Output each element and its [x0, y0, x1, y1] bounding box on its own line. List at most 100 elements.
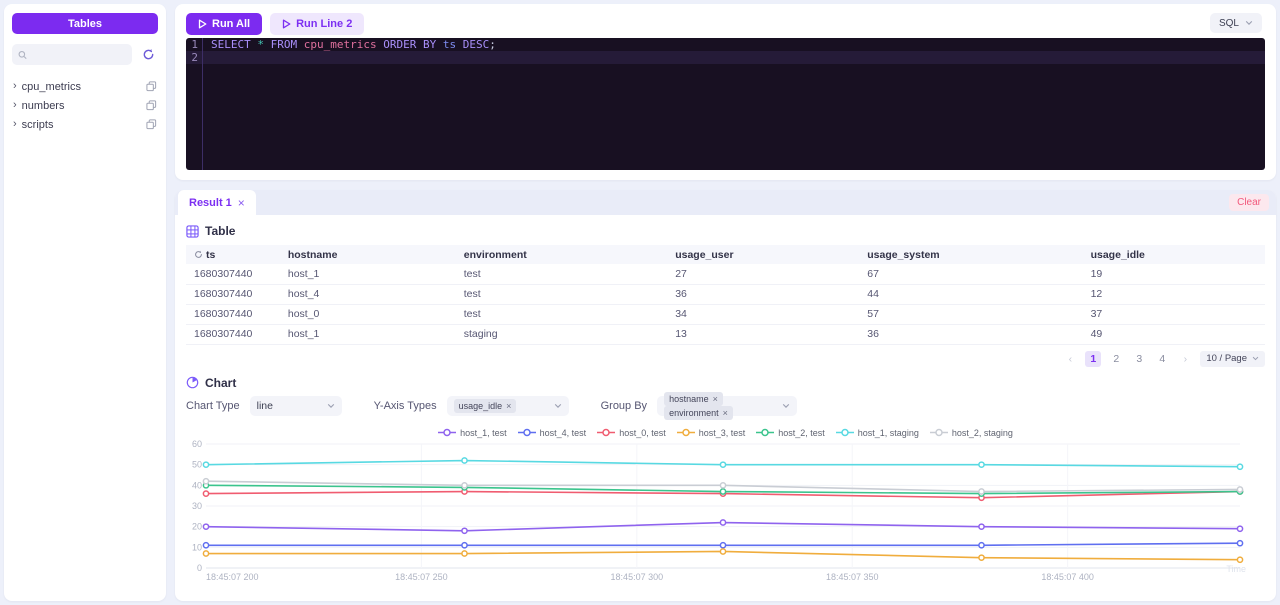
legend-label: host_1, test: [460, 427, 507, 438]
page-button-1[interactable]: 1: [1085, 350, 1102, 367]
tag-remove-icon[interactable]: ×: [712, 393, 718, 404]
table-cell: test: [455, 304, 668, 325]
y-axis-types-select[interactable]: usage_idle ×: [446, 395, 569, 416]
svg-text:20: 20: [192, 521, 202, 531]
chart-type-select[interactable]: line: [249, 395, 342, 416]
table-cell: test: [455, 264, 668, 285]
chevron-right-icon: ›: [13, 99, 17, 111]
table-cell: 12: [1082, 284, 1265, 305]
table-name-label: scripts: [21, 118, 54, 131]
page-prev-button[interactable]: ‹: [1068, 352, 1073, 365]
sidebar-item-cpu_metrics[interactable]: › cpu_metrics: [4, 77, 166, 96]
line-number: 2: [191, 51, 198, 64]
legend-item[interactable]: host_4, test: [517, 427, 587, 438]
legend-marker-icon: [676, 428, 695, 437]
code-text: SELECT * FROM cpu_metrics ORDER BY ts DE…: [202, 38, 1265, 51]
table-cell: 36: [667, 284, 860, 305]
sort-refresh-icon[interactable]: [194, 250, 203, 259]
legend-item[interactable]: host_1, staging: [835, 427, 919, 438]
table-cell: 67: [859, 264, 1083, 285]
page-next-button[interactable]: ›: [1183, 352, 1188, 365]
table-cell: 19: [1082, 264, 1265, 285]
sidebar-item-numbers[interactable]: › numbers: [4, 96, 166, 115]
legend-item[interactable]: host_3, test: [676, 428, 745, 438]
svg-text:18:45:07 300: 18:45:07 300: [611, 572, 664, 582]
table-row: 1680307440 host_1 test 27 67 19: [186, 264, 1265, 285]
page-size-value: 10 / Page: [1206, 353, 1247, 364]
refresh-tables-button[interactable]: [138, 45, 158, 65]
group-by-label: Group By: [600, 399, 648, 412]
table-cell: host_1: [279, 324, 456, 345]
editor-line: 2: [186, 51, 1265, 64]
table-cell: 1680307440: [186, 264, 280, 285]
column-header-ts: ts: [186, 245, 280, 264]
table-cell: staging: [455, 324, 668, 345]
svg-text:18:45:07 350: 18:45:07 350: [826, 572, 879, 582]
page-size-select[interactable]: 10 / Page: [1200, 350, 1265, 367]
run-all-button[interactable]: Run All: [186, 13, 263, 35]
language-select-value: SQL: [1218, 17, 1239, 29]
sidebar: Tables › cpu_metrics › numbers › scripts: [4, 4, 166, 601]
page-button-4[interactable]: 4: [1159, 352, 1166, 365]
page-button-3[interactable]: 3: [1136, 352, 1143, 365]
chevron-down-icon: [327, 403, 334, 408]
pie-chart-icon: [186, 376, 199, 389]
legend-label: host_1, staging: [857, 427, 919, 438]
tab-result-1-label: Result 1: [189, 196, 232, 209]
query-toolbar: Run All Run Line 2 SQL: [175, 4, 1276, 35]
table-cell: 1680307440: [186, 324, 280, 345]
run-line-button[interactable]: Run Line 2: [270, 13, 365, 35]
chart-type-value: line: [256, 399, 273, 412]
language-select[interactable]: SQL: [1209, 13, 1262, 33]
svg-text:18:45:07 250: 18:45:07 250: [395, 572, 448, 582]
copy-icon[interactable]: [146, 100, 157, 111]
page-button-2[interactable]: 2: [1113, 352, 1120, 365]
copy-icon[interactable]: [146, 81, 157, 92]
result-table: ts hostname environment usage_user usage_sys…: [186, 245, 1265, 345]
svg-text:18:45:07 200: 18:45:07 200: [206, 572, 259, 582]
refresh-icon: [143, 49, 153, 60]
result-panel: Result 1 × Clear Table ts hostname environ…: [175, 190, 1276, 601]
table-row: 1680307440 host_4 test 36 44 12: [186, 284, 1265, 305]
sidebar-item-scripts[interactable]: › scripts: [4, 115, 166, 134]
legend-item[interactable]: host_0, test: [597, 428, 666, 438]
chart-legend: host_1, test host_4, test host_0, test host…: [186, 428, 1265, 438]
column-header-label: environment: [463, 248, 527, 261]
legend-item[interactable]: host_2, staging: [929, 428, 1013, 438]
svg-text:0: 0: [197, 563, 202, 573]
tag-remove-icon[interactable]: ×: [506, 400, 512, 411]
chart-section-title: Chart: [205, 375, 237, 390]
clear-button[interactable]: Clear: [1229, 194, 1269, 211]
group-by-select[interactable]: hostname × environment ×: [657, 391, 798, 420]
run-line-label: Run Line 2: [296, 18, 353, 30]
copy-icon[interactable]: [146, 119, 157, 130]
table-cell: 36: [859, 324, 1083, 345]
svg-text:18:45:07 400: 18:45:07 400: [1041, 572, 1094, 582]
table-cell: 34: [667, 304, 860, 325]
legend-item[interactable]: host_1, test: [438, 428, 507, 438]
column-header-environment: environment: [455, 245, 668, 264]
legend-marker-icon: [438, 428, 457, 437]
table-name-label: cpu_metrics: [21, 80, 81, 93]
svg-text:Time: Time: [1226, 564, 1246, 574]
code-text: [202, 51, 1265, 64]
table-name-label: numbers: [21, 99, 65, 112]
result-table-body: 1680307440 host_1 test 27 67 19 1680307440 host…: [186, 264, 1265, 345]
table-icon: [186, 224, 199, 238]
legend-item[interactable]: host_2, test: [756, 428, 825, 438]
tab-result-1[interactable]: Result 1 ×: [178, 190, 256, 215]
table-search-box[interactable]: [12, 44, 132, 65]
table-search-input[interactable]: [27, 49, 126, 60]
table-cell: 1680307440: [186, 304, 280, 325]
legend-marker-icon: [835, 428, 854, 437]
tag-remove-icon[interactable]: ×: [722, 407, 728, 418]
tables-button[interactable]: Tables: [12, 13, 158, 34]
table-section-header: Table: [186, 224, 1265, 238]
legend-label: host_4, test: [539, 427, 587, 438]
column-header-label: ts: [206, 248, 216, 261]
tab-close-icon[interactable]: ×: [237, 195, 245, 210]
legend-label: host_2, test: [778, 427, 825, 438]
table-cell: host_1: [279, 264, 456, 285]
sql-editor[interactable]: 1 SELECT * FROM cpu_metrics ORDER BY ts D…: [186, 38, 1265, 170]
table-row: 1680307440 host_0 test 34 57 37: [186, 304, 1265, 325]
